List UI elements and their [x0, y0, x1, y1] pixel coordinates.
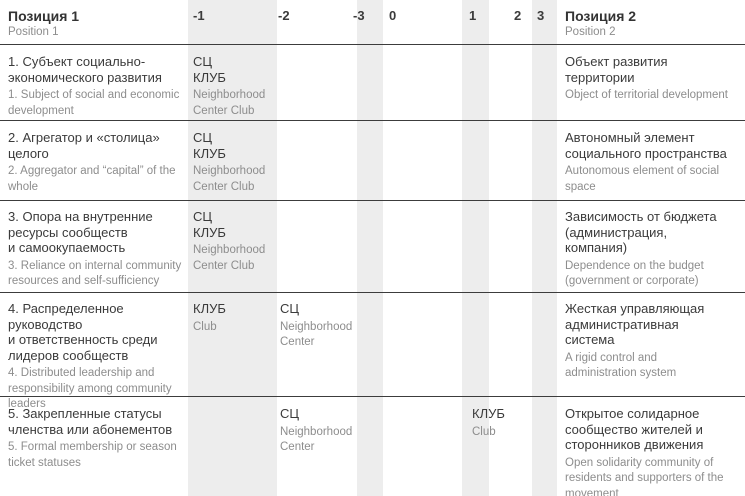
row4-cell-minus1-ru: КЛУБ — [193, 301, 226, 316]
row4-cell-minus1-en: Club — [193, 320, 217, 333]
row4-cell-minus2: СЦ Neighborhood Center — [280, 301, 375, 351]
row3-position2-en: Dependence on the budget (government or … — [565, 259, 704, 288]
row3-position2: Зависимость от бюджета (администрация, к… — [565, 209, 743, 290]
row-divider-3 — [0, 292, 745, 293]
row3-cell-minus1-ru: СЦ КЛУБ — [193, 209, 226, 240]
row2-cell-minus1-en: Neighborhood Center Club — [193, 165, 266, 193]
header-position1-en: Position 1 — [8, 26, 59, 38]
header-position1-ru: Позиция 1 — [8, 8, 80, 24]
row4-cell-minus2-ru: СЦ — [280, 301, 300, 316]
row-divider-2 — [0, 200, 745, 201]
row2-position2-ru: Автономный элемент социального пространс… — [565, 130, 727, 161]
row1-cell-minus1-en: Neighborhood Center Club — [193, 89, 266, 117]
row3-cell-minus1: СЦ КЛУБ Neighborhood Center Club — [193, 209, 288, 274]
row5-cell-minus2-en: Neighborhood Center — [280, 425, 353, 454]
header-divider — [0, 44, 745, 45]
row1-position1-en: 1. Subject of social and economic develo… — [8, 89, 180, 117]
row4-position1-en: 4. Distributed leadership and responsibi… — [8, 367, 172, 410]
row5-position1-en: 5. Formal membership or season ticket st… — [8, 441, 177, 469]
row4-position2-en: A rigid control and administration syste… — [565, 351, 677, 380]
row1-position1-ru: 1. Субъект социально- экономического раз… — [8, 54, 162, 85]
row4-position2-ru: Жесткая управляющая административная сис… — [565, 301, 705, 347]
row5-cell-plus1-ru: КЛУБ — [472, 406, 505, 421]
row2-position2: Автономный элемент социального пространс… — [565, 130, 743, 195]
row4-cell-minus2-en: Neighborhood Center — [280, 320, 353, 349]
scale-label-plus1: 1 — [469, 8, 477, 23]
scale-label-plus2: 2 — [514, 8, 522, 23]
scale-label-zero: 0 — [389, 8, 397, 23]
row5-position2: Открытое солидарное сообщество жителей и… — [565, 406, 743, 496]
row2-cell-minus1-ru: СЦ КЛУБ — [193, 130, 226, 161]
row2-position1-ru: 2. Агрегатор и «столица» целого — [8, 130, 160, 161]
header-position2-en: Position 2 — [565, 26, 616, 38]
row2-position1-en: 2. Aggregator and “capital” of the whole — [8, 165, 176, 193]
row1-position2: Объект развития территории Object of ter… — [565, 54, 743, 104]
scale-label-plus3: 3 — [537, 8, 545, 23]
row5-position1: 5. Закрепленные статусы членства или або… — [8, 406, 193, 471]
row4-cell-minus1: КЛУБ Club — [193, 301, 288, 335]
scale-label-minus2: -2 — [278, 8, 290, 23]
row3-position1: 3. Опора на внутренние ресурсы сообществ… — [8, 209, 193, 290]
row5-cell-minus2: СЦ Neighborhood Center — [280, 406, 375, 456]
row4-position2: Жесткая управляющая административная сис… — [565, 301, 743, 382]
row2-position2-en: Autonomous element of social space — [565, 165, 720, 193]
row-divider-1 — [0, 120, 745, 121]
column-stripe-plus1 — [462, 0, 489, 496]
row1-position2-ru: Объект развития территории — [565, 54, 668, 85]
row3-position1-en: 3. Reliance on internal community resour… — [8, 259, 182, 288]
row5-position1-ru: 5. Закрепленные статусы членства или або… — [8, 406, 173, 437]
header-position2-ru: Позиция 2 — [565, 8, 637, 24]
row3-cell-minus1-en: Neighborhood Center Club — [193, 244, 266, 272]
row1-cell-minus1: СЦ КЛУБ Neighborhood Center Club — [193, 54, 288, 119]
scale-label-minus1: -1 — [193, 8, 205, 23]
column-stripe-minus1 — [188, 0, 277, 496]
row2-cell-minus1: СЦ КЛУБ Neighborhood Center Club — [193, 130, 288, 195]
row4-position1-ru: 4. Распределенное руководство и ответств… — [8, 301, 158, 363]
row1-position1: 1. Субъект социально- экономического раз… — [8, 54, 193, 119]
row1-cell-minus1-ru: СЦ КЛУБ — [193, 54, 226, 85]
row-divider-4 — [0, 396, 745, 397]
header-position1: Позиция 1 Position 1 — [8, 8, 79, 40]
row5-position2-ru: Открытое солидарное сообщество жителей и… — [565, 406, 704, 452]
column-stripe-plus3 — [532, 0, 557, 496]
row5-position2-en: Open solidarity community of residents a… — [565, 456, 724, 496]
row3-position2-ru: Зависимость от бюджета (администрация, к… — [565, 209, 717, 255]
row5-cell-minus2-ru: СЦ — [280, 406, 300, 421]
header-position2: Позиция 2 Position 2 — [565, 8, 636, 40]
row4-position1: 4. Распределенное руководство и ответств… — [8, 301, 193, 413]
row2-position1: 2. Агрегатор и «столица» целого 2. Aggre… — [8, 130, 193, 195]
row5-cell-plus1-en: Club — [472, 425, 496, 438]
scale-label-minus3: -3 — [353, 8, 365, 23]
row3-position1-ru: 3. Опора на внутренние ресурсы сообществ… — [8, 209, 153, 255]
row1-position2-en: Object of territorial development — [565, 89, 728, 101]
column-stripe-minus3 — [357, 0, 383, 496]
row5-cell-plus1: КЛУБ Club — [472, 406, 567, 440]
